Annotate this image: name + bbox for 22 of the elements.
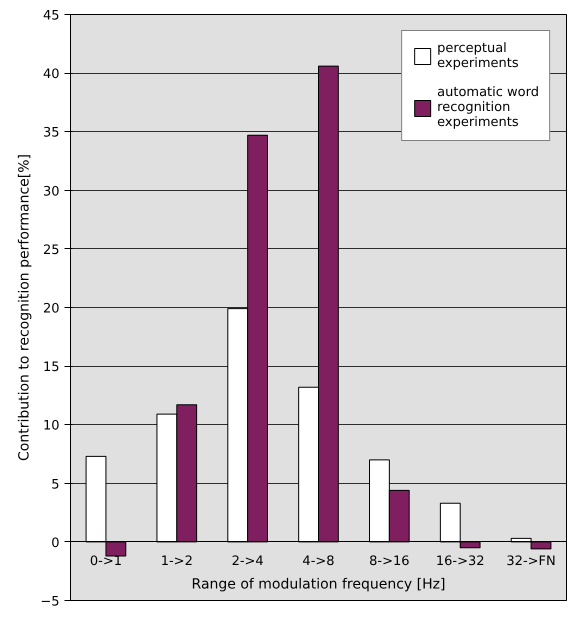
x-tick-label: 16->32	[436, 554, 485, 569]
y-tick-label: 15	[42, 360, 60, 376]
y-tick-label: 35	[42, 126, 60, 141]
x-axis-title: Range of modulation frequency [Hz]	[192, 576, 446, 592]
legend-label: perceptual experiments	[437, 41, 519, 71]
y-tick-label: 20	[42, 302, 60, 316]
x-tick-label: 2->4	[232, 554, 264, 569]
y-tick-label: 25	[42, 242, 60, 258]
y-tick-label: 30	[42, 184, 60, 200]
y-tick-label: 45	[42, 8, 60, 24]
x-tick-label: 4->8	[302, 554, 335, 569]
x-tick-label: 0->1	[90, 554, 122, 569]
x-tick-label: 32->FN	[506, 554, 556, 569]
x-tick-label: 8->16	[369, 554, 410, 569]
y-tick-label: 5	[51, 477, 60, 492]
y-axis-title: Contribution to recognition performance[%]	[16, 154, 32, 462]
x-tick-label: 1->2	[160, 554, 193, 569]
legend-label: automatic word recognition experiments	[437, 85, 539, 130]
y-tick-label: 40	[42, 67, 60, 82]
y-tick-label: −5	[40, 594, 60, 610]
y-tick-label: 0	[51, 536, 60, 551]
y-tick-label: 10	[42, 418, 60, 434]
